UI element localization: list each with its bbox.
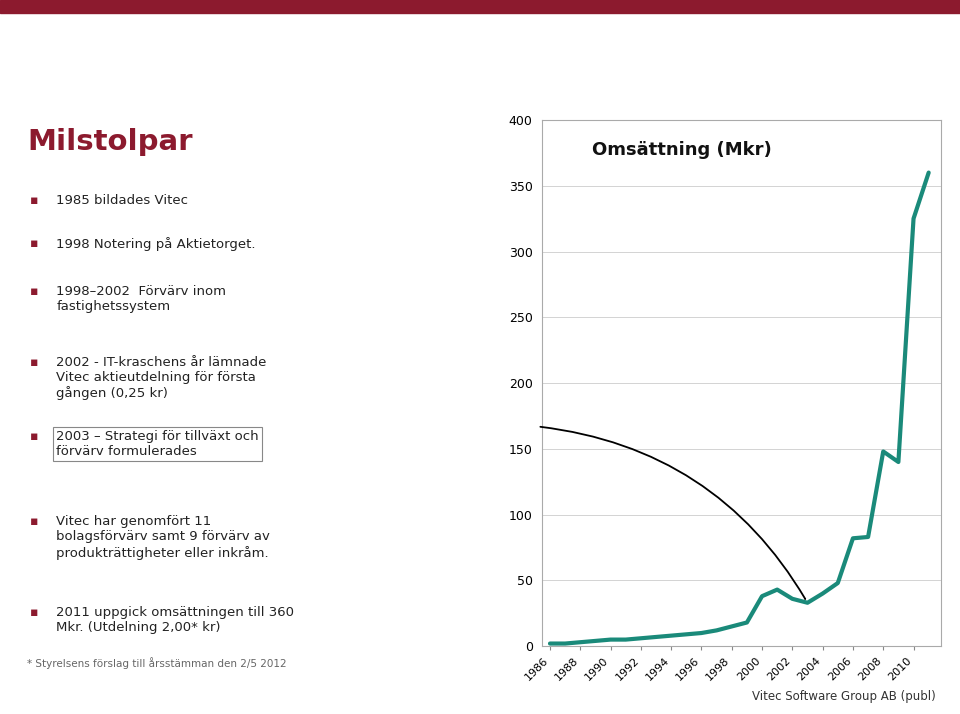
Text: ▪: ▪ xyxy=(30,236,38,250)
Text: ☉ Vitec: ☉ Vitec xyxy=(29,46,177,81)
Bar xyxy=(0,0,960,13)
Text: 1998 Notering på Aktietorget.: 1998 Notering på Aktietorget. xyxy=(57,236,256,251)
Text: En historia av framgångsrik tillväxt: En historia av framgångsrik tillväxt xyxy=(516,49,931,77)
Text: ▪: ▪ xyxy=(30,430,38,443)
Text: ▪: ▪ xyxy=(30,356,38,369)
Text: Vitec Software Group AB (publ): Vitec Software Group AB (publ) xyxy=(753,690,936,703)
Text: Omsättning (Mkr): Omsättning (Mkr) xyxy=(592,141,772,159)
Text: 1998–2002  Förvärv inom
fastighetssystem: 1998–2002 Förvärv inom fastighetssystem xyxy=(57,285,227,313)
Text: ▪: ▪ xyxy=(30,516,38,528)
Text: ▪: ▪ xyxy=(30,285,38,298)
Text: ▪: ▪ xyxy=(30,606,38,620)
Text: ▪: ▪ xyxy=(30,194,38,207)
Text: 2011 uppgick omsättningen till 360
Mkr. (Utdelning 2,00* kr): 2011 uppgick omsättningen till 360 Mkr. … xyxy=(57,606,295,635)
Text: 2003 – Strategi för tillväxt och
förvärv formulerades: 2003 – Strategi för tillväxt och förvärv… xyxy=(57,430,259,458)
Text: Milstolpar: Milstolpar xyxy=(27,129,192,156)
Text: Vitec har genomfört 11
bolagsförvärv samt 9 förvärv av
produkträttigheter eller : Vitec har genomfört 11 bolagsförvärv sam… xyxy=(57,516,271,560)
Text: 2002 - IT-kraschens år lämnade
Vitec aktieutdelning för första
gången (0,25 kr): 2002 - IT-kraschens år lämnade Vitec akt… xyxy=(57,356,267,401)
Text: 1985 bildades Vitec: 1985 bildades Vitec xyxy=(57,194,188,207)
Text: * Styrelsens förslag till årsstämman den 2/5 2012: * Styrelsens förslag till årsstämman den… xyxy=(27,657,286,669)
